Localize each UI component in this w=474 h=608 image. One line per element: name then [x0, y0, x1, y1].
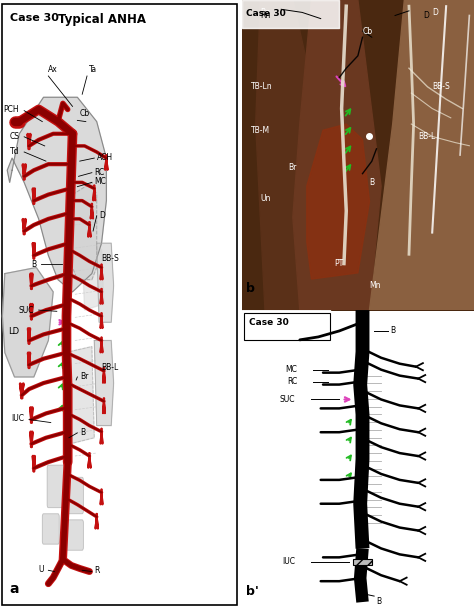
Text: Td: Td: [10, 147, 19, 156]
FancyBboxPatch shape: [42, 514, 59, 544]
Text: Br: Br: [80, 372, 88, 381]
Bar: [353, 559, 372, 565]
Text: RC: RC: [287, 377, 298, 386]
Polygon shape: [2, 268, 53, 377]
Text: D: D: [423, 12, 429, 21]
Text: BB-S: BB-S: [432, 82, 450, 91]
Text: IUC: IUC: [11, 415, 24, 423]
Text: B: B: [80, 428, 85, 437]
Text: Mn: Mn: [370, 281, 381, 290]
Text: ACH: ACH: [97, 153, 113, 162]
Text: Ta: Ta: [90, 65, 98, 74]
Text: B: B: [31, 260, 36, 269]
Polygon shape: [65, 347, 94, 444]
Text: R: R: [94, 567, 100, 575]
Text: D: D: [432, 8, 438, 17]
Text: MC: MC: [286, 365, 298, 374]
Polygon shape: [73, 182, 97, 280]
Polygon shape: [7, 97, 106, 292]
Text: Typical ANHA: Typical ANHA: [57, 13, 146, 26]
Text: BB-L: BB-L: [101, 364, 119, 372]
Text: RC: RC: [94, 168, 105, 176]
Text: D: D: [99, 211, 105, 219]
Text: Br: Br: [288, 163, 297, 172]
Text: Case 30: Case 30: [246, 9, 286, 18]
Text: IUC: IUC: [282, 558, 295, 566]
Text: B: B: [391, 326, 395, 336]
FancyBboxPatch shape: [66, 477, 83, 514]
FancyBboxPatch shape: [62, 520, 83, 550]
Text: BB-L: BB-L: [418, 132, 436, 141]
Text: a: a: [9, 582, 19, 596]
FancyBboxPatch shape: [47, 465, 69, 508]
Text: Ax: Ax: [48, 65, 58, 74]
Text: B: B: [376, 596, 382, 606]
Text: SUC: SUC: [18, 306, 34, 314]
Text: CS: CS: [9, 132, 19, 140]
Text: MC: MC: [94, 178, 106, 186]
Polygon shape: [82, 249, 104, 310]
Text: Rn: Rn: [260, 8, 271, 17]
Text: b': b': [246, 584, 259, 598]
Text: U: U: [38, 565, 44, 574]
Text: Un: Un: [260, 194, 271, 203]
Text: Case 30: Case 30: [9, 13, 59, 23]
Text: LD: LD: [9, 327, 19, 336]
Text: SUC: SUC: [280, 395, 295, 404]
Polygon shape: [370, 0, 474, 310]
Text: BB-S: BB-S: [101, 254, 119, 263]
Polygon shape: [94, 340, 114, 426]
Polygon shape: [307, 124, 370, 279]
Text: Cb: Cb: [363, 27, 373, 35]
Text: B: B: [370, 178, 374, 187]
Text: Rn: Rn: [260, 11, 271, 20]
Polygon shape: [255, 0, 316, 310]
Polygon shape: [293, 0, 381, 310]
Text: TB-M: TB-M: [251, 126, 270, 135]
Polygon shape: [97, 243, 114, 322]
Text: PT: PT: [335, 259, 344, 268]
Text: TB-Ln: TB-Ln: [251, 82, 273, 91]
Text: b: b: [246, 282, 255, 294]
Text: Case 30: Case 30: [249, 317, 289, 326]
Text: Cb: Cb: [80, 109, 90, 118]
Text: PCH: PCH: [4, 105, 19, 114]
Bar: [244, 313, 330, 340]
